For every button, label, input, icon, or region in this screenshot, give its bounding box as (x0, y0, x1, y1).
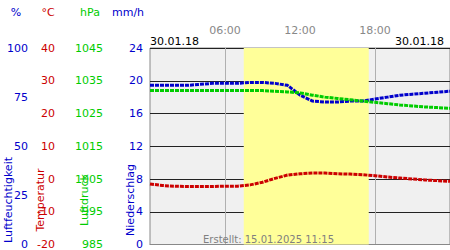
svg-text:12:00: 12:00 (284, 24, 316, 37)
svg-text:30.01.18: 30.01.18 (150, 35, 199, 48)
svg-text:75: 75 (14, 91, 28, 104)
svg-text:06:00: 06:00 (209, 24, 241, 37)
svg-text:hPa: hPa (80, 6, 100, 19)
svg-text:Luftfeuchtigkeit: Luftfeuchtigkeit (2, 156, 15, 243)
svg-text:°C: °C (41, 6, 55, 19)
svg-text:20: 20 (41, 107, 55, 120)
svg-text:1035: 1035 (75, 74, 103, 87)
svg-text:995: 995 (82, 205, 103, 218)
svg-text:100: 100 (7, 42, 28, 55)
svg-text:Niederschlag: Niederschlag (124, 164, 137, 236)
svg-text:%: % (11, 6, 21, 19)
svg-text:1045: 1045 (75, 42, 103, 55)
svg-text:30: 30 (41, 74, 55, 87)
svg-text:4: 4 (136, 205, 143, 218)
svg-text:Erstellt: 15.01.2025 11:15: Erstellt: 15.01.2025 11:15 (203, 234, 334, 245)
svg-text:1015: 1015 (75, 140, 103, 153)
svg-text:985: 985 (82, 238, 103, 250)
svg-text:20: 20 (129, 74, 143, 87)
svg-text:8: 8 (136, 173, 143, 186)
svg-text:30.01.18: 30.01.18 (395, 35, 444, 48)
svg-text:16: 16 (129, 107, 143, 120)
svg-text:0: 0 (48, 173, 55, 186)
svg-text:18:00: 18:00 (359, 24, 391, 37)
svg-text:1025: 1025 (75, 107, 103, 120)
svg-text:Temperatur: Temperatur (34, 168, 47, 233)
svg-text:mm/h: mm/h (112, 6, 144, 19)
svg-text:-20: -20 (37, 238, 55, 250)
svg-text:1005: 1005 (75, 173, 103, 186)
svg-text:25: 25 (14, 189, 28, 202)
svg-text:-10: -10 (37, 205, 55, 218)
svg-text:24: 24 (129, 42, 143, 55)
svg-text:0: 0 (21, 238, 28, 250)
svg-text:0: 0 (136, 238, 143, 250)
svg-text:50: 50 (14, 140, 28, 153)
svg-text:12: 12 (129, 140, 143, 153)
svg-text:40: 40 (41, 42, 55, 55)
svg-text:10: 10 (41, 140, 55, 153)
